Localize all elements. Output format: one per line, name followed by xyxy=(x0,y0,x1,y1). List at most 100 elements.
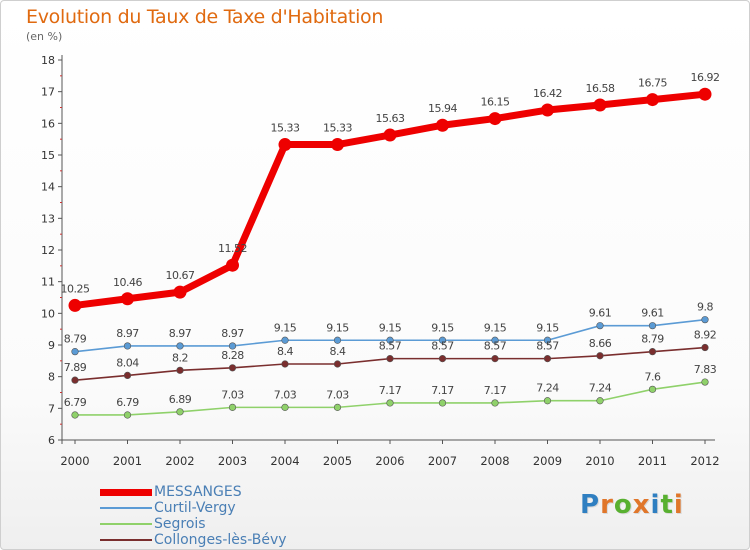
data-label: 8.2 xyxy=(172,351,188,364)
logo-letter: x xyxy=(632,490,651,520)
data-point xyxy=(701,316,709,324)
data-label: 9.61 xyxy=(641,307,664,320)
data-point xyxy=(541,103,554,117)
data-point xyxy=(123,371,132,380)
data-point xyxy=(701,343,709,352)
x-tick-label: 2007 xyxy=(428,454,457,468)
series-1: 8.79 8.97 8.97 8.97 9.15 9.15 9.15 9.15 9.15 9.15… xyxy=(64,301,714,356)
data-label: 7.03 xyxy=(274,388,297,401)
data-label: 10.46 xyxy=(113,276,142,289)
data-label: 8.4 xyxy=(277,345,293,358)
x-tick-label: 2002 xyxy=(165,454,194,468)
data-label: 8.57 xyxy=(536,340,559,353)
data-point xyxy=(386,336,394,344)
data-label: 8.97 xyxy=(116,327,139,340)
data-label: 7.17 xyxy=(379,384,402,397)
data-label: 8.57 xyxy=(431,340,454,353)
x-tick-label: 2001 xyxy=(113,454,142,468)
data-point xyxy=(596,352,604,360)
data-label: 8.4 xyxy=(330,345,346,358)
y-tick-label: 6 xyxy=(48,434,55,447)
data-point xyxy=(228,342,237,350)
axes: 6 7 8 9 10 11 12 13 14 15 16 17 18 2000 2001 2002 2003 20… xyxy=(41,54,720,468)
y-tick-label: 12 xyxy=(41,244,55,257)
data-point xyxy=(491,355,499,363)
data-label: 7.03 xyxy=(221,388,244,401)
x-tick-label: 2003 xyxy=(218,454,247,468)
data-point xyxy=(176,408,184,416)
legend-swatch xyxy=(100,507,152,509)
legend-label: Segrois xyxy=(154,516,206,532)
data-label: 10.67 xyxy=(166,269,195,282)
x-tick-label: 2008 xyxy=(480,454,509,468)
data-label: 16.42 xyxy=(533,87,562,100)
y-tick-label: 10 xyxy=(41,307,55,320)
data-point xyxy=(491,399,499,407)
x-tick-label: 2011 xyxy=(638,454,667,468)
chart-title: Evolution du Taux de Taxe d'Habitation xyxy=(26,6,384,28)
x-tick-label: 2000 xyxy=(60,454,89,468)
y-tick-label: 7 xyxy=(48,402,55,415)
data-label: 15.33 xyxy=(271,122,300,135)
data-label: 16.58 xyxy=(586,82,615,95)
y-tick-label: 8 xyxy=(48,371,55,384)
data-point xyxy=(596,322,604,330)
data-point xyxy=(488,112,502,126)
data-point xyxy=(438,336,447,344)
logo-letter: P xyxy=(580,490,601,520)
data-label: 10.25 xyxy=(61,282,90,295)
data-label: 16.75 xyxy=(638,77,667,90)
data-label: 9.61 xyxy=(589,307,612,320)
y-tick-label: 18 xyxy=(41,54,55,67)
legend-swatch xyxy=(100,523,152,525)
data-label: 8.28 xyxy=(221,349,244,362)
data-label: 9.15 xyxy=(536,321,559,334)
data-label: 9.8 xyxy=(697,301,713,314)
y-tick-label: 15 xyxy=(41,149,55,162)
legend-label: Curtil-Vergy xyxy=(154,500,236,516)
data-point xyxy=(71,411,79,419)
data-point xyxy=(123,342,132,350)
data-point xyxy=(176,342,184,350)
data-point xyxy=(278,138,292,152)
data-label: 9.15 xyxy=(326,321,349,334)
data-label: 8.92 xyxy=(694,329,717,342)
data-label: 16.92 xyxy=(691,71,720,84)
data-label: 7.83 xyxy=(694,363,717,376)
data-point xyxy=(176,366,184,374)
data-label: 11.52 xyxy=(218,242,247,255)
y-tick-label: 14 xyxy=(41,181,55,194)
series-layer: 8.79 8.97 8.97 8.97 9.15 9.15 9.15 9.15 9.15 9.15… xyxy=(61,71,720,419)
data-point xyxy=(648,348,657,356)
data-point xyxy=(648,385,657,393)
series-0: 10.25 10.46 10.67 11.52 15.33 15.33 15.63 15.94… xyxy=(61,71,720,312)
data-point xyxy=(333,360,342,368)
data-point xyxy=(438,355,447,363)
data-point xyxy=(281,360,289,368)
data-point xyxy=(383,128,397,142)
data-label: 6.79 xyxy=(64,396,87,409)
y-tick-label: 11 xyxy=(41,276,55,289)
y-tick-label: 17 xyxy=(41,86,55,99)
data-point xyxy=(386,399,394,407)
x-tick-label: 2006 xyxy=(375,454,404,468)
data-point xyxy=(701,378,709,386)
data-point xyxy=(593,98,607,112)
data-point xyxy=(281,336,289,344)
data-point xyxy=(698,87,712,101)
data-point xyxy=(491,336,499,344)
data-label: 8.97 xyxy=(221,327,244,340)
data-label: 7.89 xyxy=(64,361,87,374)
data-point xyxy=(123,411,132,419)
data-label: 15.63 xyxy=(376,112,405,125)
data-point xyxy=(436,118,449,132)
data-label: 7.24 xyxy=(536,382,559,395)
data-point xyxy=(173,285,187,299)
legend-swatch xyxy=(100,488,152,496)
chart-subtitle: (en %) xyxy=(26,30,63,43)
data-label: 8.57 xyxy=(379,340,402,353)
data-point xyxy=(648,322,657,330)
data-label: 16.15 xyxy=(481,96,510,109)
data-label: 15.33 xyxy=(323,122,352,135)
